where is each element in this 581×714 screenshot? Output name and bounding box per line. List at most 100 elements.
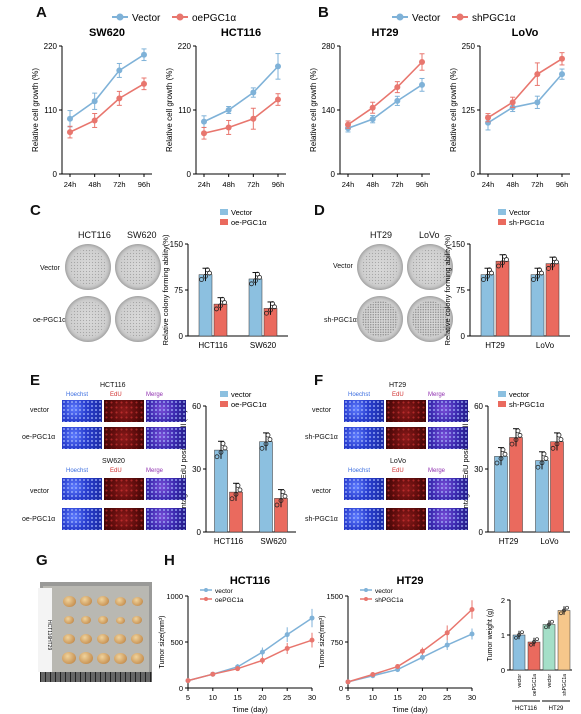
- replicate-point: [502, 451, 508, 457]
- replicate-point: [514, 635, 518, 640]
- bar: [198, 274, 213, 337]
- replicate-point: [214, 306, 219, 312]
- y-tick-label: 2: [501, 596, 505, 605]
- data-point: [284, 645, 290, 651]
- edu-section: HCT116 Hoechst EdU Merge vector oe-PGC1α…: [0, 370, 581, 550]
- chart-title: LoVo: [512, 27, 539, 39]
- tumor-specimen: [97, 634, 109, 644]
- chart-sw620-growth: SW620 Relative cell growth (%) 0 110 220 24h 4…: [31, 27, 152, 189]
- g-row-ht29: HT29: [46, 638, 52, 651]
- panel-label-h: H: [164, 552, 175, 569]
- replicate-point: [562, 608, 566, 613]
- y-axis-label: Relative cell growth (%): [165, 68, 174, 152]
- bar: [480, 274, 495, 337]
- x-tick-label: 48h: [506, 180, 519, 189]
- edu-image: [386, 427, 426, 449]
- chart-edu-f: Percentage of EdU positive cell (%) 0 30 60…: [461, 390, 570, 546]
- data-point: [225, 107, 232, 113]
- series-line-control: [203, 65, 279, 123]
- x-tick-label: HT29: [499, 537, 519, 546]
- y-tick-label: 0: [179, 684, 183, 693]
- hoechst-image: [344, 400, 384, 422]
- legend-a-vector-label: Vector: [132, 13, 161, 24]
- tumor-specimen: [80, 596, 92, 606]
- hoechst-image: [62, 508, 102, 530]
- y-tick-label: 1: [501, 631, 505, 640]
- replicate-point: [264, 310, 269, 316]
- data-point: [394, 84, 401, 91]
- colony-dish: [407, 244, 453, 290]
- colony-dish: [65, 244, 111, 290]
- data-point: [469, 631, 475, 637]
- y-tick-label: 220: [178, 42, 192, 51]
- x-tick-label: 5: [346, 693, 350, 702]
- replicate-point: [500, 447, 506, 453]
- tumor-specimen: [62, 595, 76, 607]
- x-tick-label: 48h: [88, 180, 101, 189]
- x-tick-label: 10: [369, 693, 377, 702]
- replicate-point: [233, 491, 239, 497]
- series-line-control: [347, 84, 423, 130]
- replicate-point: [515, 428, 521, 434]
- tumor-specimen: [115, 616, 125, 624]
- replicate-point: [517, 432, 523, 438]
- x-tick-label: HCT116: [198, 341, 228, 350]
- data-point: [369, 104, 376, 111]
- e-g1-col1: Hoechst: [66, 392, 89, 398]
- edu-image: [104, 478, 144, 500]
- replicate-point: [537, 267, 542, 273]
- data-point: [534, 99, 541, 106]
- g-row-hct116: HCT116: [46, 620, 52, 639]
- legend-b-sh-marker: [456, 13, 464, 21]
- y-tick-label: 1000: [166, 592, 183, 601]
- legend-swatch: [498, 209, 506, 215]
- data-point: [394, 97, 401, 104]
- data-point: [369, 116, 376, 123]
- legend-marker: [204, 588, 208, 592]
- data-point: [67, 115, 73, 122]
- data-point: [419, 648, 425, 654]
- data-point: [309, 615, 315, 621]
- legend-swatch: [498, 219, 506, 225]
- legend-label: vector: [509, 390, 530, 399]
- x-tick-label: 30: [308, 693, 316, 702]
- replicate-point: [485, 273, 490, 279]
- legend-a: Vector oePGC1α: [112, 13, 236, 24]
- data-point: [419, 81, 425, 88]
- data-point: [509, 99, 516, 106]
- replicate-point: [539, 460, 545, 466]
- e-g2-row1: vector: [30, 488, 50, 495]
- group-label: HT29: [549, 706, 564, 712]
- legend-label: shPGC1a: [375, 597, 404, 604]
- bar: [542, 624, 556, 671]
- tumor-specimen: [98, 616, 108, 624]
- x-tick-label: 72h: [391, 180, 404, 189]
- bar: [557, 610, 571, 671]
- replicate-point: [222, 445, 228, 451]
- replicate-point: [481, 277, 486, 282]
- series-line-treatment: [69, 83, 145, 133]
- colony-dish: [115, 244, 161, 290]
- tumor-specimen: [62, 652, 76, 664]
- replicate-point: [496, 263, 501, 269]
- chart-ht29-growth: HT29 Relative cell growth (%) 0 140 280 24h 48…: [309, 27, 430, 189]
- replicate-point: [532, 640, 536, 644]
- group-label: HCT116: [515, 706, 538, 712]
- x-tick-label: vector: [517, 674, 523, 688]
- y-tick-label: 0: [339, 684, 343, 693]
- panel-label-a: A: [36, 4, 47, 21]
- y-tick-label: 60: [474, 402, 483, 411]
- y-axis-label: Tumor size(mm³): [159, 615, 166, 668]
- data-point: [559, 55, 565, 62]
- x-tick-label: SW620: [250, 341, 277, 350]
- x-tick-label: 72h: [113, 180, 126, 189]
- replicate-point: [565, 605, 569, 610]
- tumor-specimen: [64, 616, 74, 624]
- replicate-point: [259, 445, 265, 451]
- data-point: [469, 606, 475, 612]
- data-point: [419, 654, 425, 660]
- series-line-treatment: [203, 98, 279, 135]
- legend-swatch: [220, 391, 228, 397]
- data-point: [141, 80, 147, 87]
- y-tick-label: 0: [187, 170, 192, 179]
